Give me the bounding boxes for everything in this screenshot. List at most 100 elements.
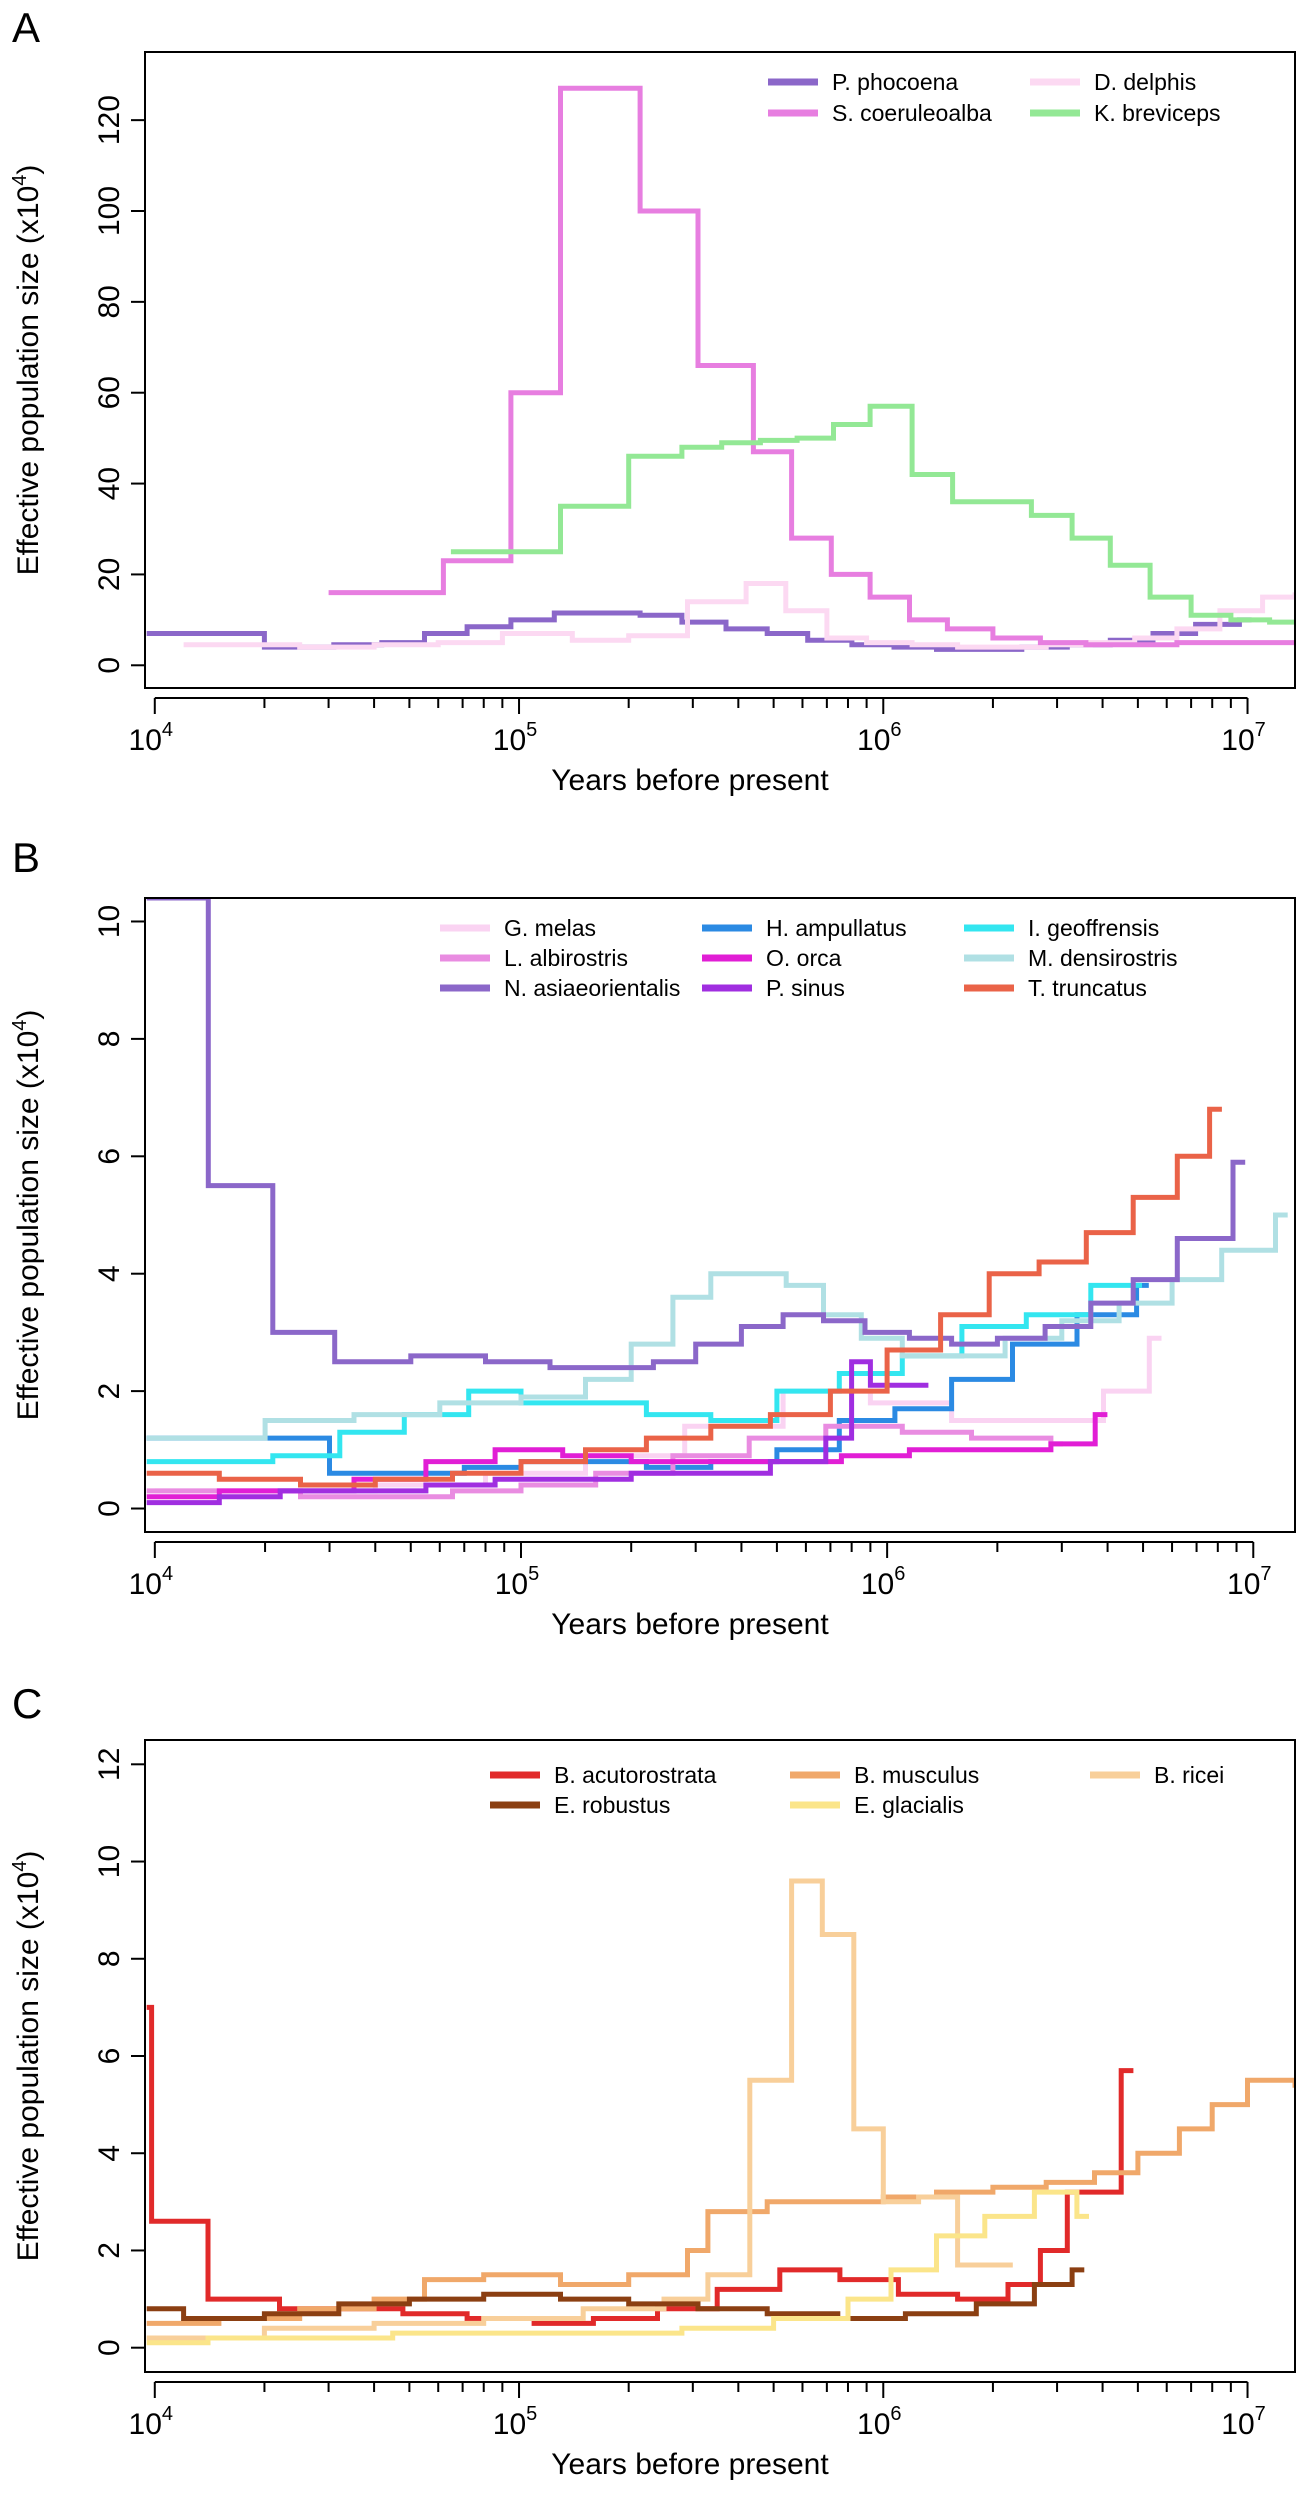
x-tick-exponent: 6 — [890, 2403, 901, 2425]
legend-label-s-coeruleoalba: S. coeruleoalba — [832, 100, 992, 126]
legend: P. phocoena D. delphis S. coeruleoalba K. b… — [768, 69, 1221, 126]
series-line-e-glacialis — [146, 2189, 1089, 2346]
y-tick-label: 10 — [93, 905, 126, 938]
y-axis-title-main: Effective population size (x10 — [12, 186, 45, 576]
y-tick-label: 80 — [93, 285, 126, 318]
x-tick-label: 106 — [861, 1563, 906, 1601]
y-tick-label: 8 — [93, 1950, 126, 1967]
y-axis-title-end: ) — [12, 1851, 45, 1861]
series-line-s-coeruleoalba — [328, 85, 1295, 648]
y-axis: 0 2 4 6 8 10 — [93, 905, 145, 1517]
y-tick-label: 2 — [93, 1383, 126, 1400]
x-tick-label: 107 — [1221, 719, 1266, 757]
x-tick-base: 10 — [857, 724, 890, 757]
x-tick-label: 106 — [857, 719, 902, 757]
y-axis-title: Effective population size (x104) — [9, 1010, 45, 1421]
x-axis: 104 105 106 107 — [129, 1541, 1272, 1601]
y-tick-label: 10 — [93, 1845, 126, 1878]
legend-label-n-asiaeorientalis: N. asiaeorientalis — [504, 975, 680, 1001]
series-line-n-asiaeorientalis — [146, 898, 1246, 1371]
x-tick-base: 10 — [1221, 724, 1254, 757]
x-tick-exponent: 4 — [162, 719, 173, 741]
y-tick-label: 0 — [93, 1500, 126, 1517]
x-tick-exponent: 7 — [1255, 719, 1266, 741]
legend-label-g-melas: G. melas — [504, 915, 596, 941]
legend-label-o-orca: O. orca — [766, 945, 842, 971]
x-tick-base: 10 — [857, 2408, 890, 2441]
x-tick-exponent: 5 — [526, 719, 537, 741]
x-tick-base: 10 — [129, 724, 162, 757]
legend-label-p-phocoena: P. phocoena — [832, 69, 958, 95]
y-tick-label: 12 — [93, 1748, 126, 1781]
y-axis-title-end: ) — [12, 165, 45, 175]
series-line-m-densirostris — [146, 1212, 1288, 1441]
x-tick-label: 105 — [493, 2403, 538, 2441]
y-tick-label: 120 — [93, 95, 126, 145]
series-line-p-sinus — [146, 1359, 929, 1506]
series-group — [146, 85, 1295, 652]
x-tick-exponent: 6 — [894, 1563, 905, 1585]
y-tick-label: 100 — [93, 186, 126, 236]
x-tick-label: 107 — [1221, 2403, 1266, 2441]
legend: G. melas H. ampullatus I. geoffrensis L. al… — [440, 915, 1178, 1001]
y-tick-label: 4 — [93, 2145, 126, 2162]
y-tick-label: 6 — [93, 2048, 126, 2065]
series-group — [146, 898, 1288, 1506]
legend-label-i-geoffrensis: I. geoffrensis — [1028, 915, 1159, 941]
panel-letter: A — [12, 4, 40, 51]
y-axis-title-main: Effective population size (x10 — [12, 1872, 45, 2262]
y-tick-label: 40 — [93, 467, 126, 500]
series-line-t-truncatus — [146, 1106, 1222, 1488]
x-tick-label: 106 — [857, 2403, 902, 2441]
series-line-i-geoffrensis — [146, 1282, 1142, 1465]
x-tick-exponent: 4 — [162, 2403, 173, 2425]
legend-label-k-breviceps: K. breviceps — [1094, 100, 1221, 126]
y-tick-label: 20 — [93, 558, 126, 591]
panel-letter: B — [12, 834, 40, 881]
y-tick-label: 4 — [93, 1265, 126, 1282]
legend-label-l-albirostris: L. albirostris — [504, 945, 628, 971]
plot-frame — [144, 897, 1296, 1533]
y-tick-label: 60 — [93, 376, 126, 409]
x-tick-label: 104 — [129, 2403, 174, 2441]
legend-label-e-robustus: E. robustus — [554, 1792, 670, 1818]
x-axis-title: Years before present — [551, 764, 829, 797]
x-tick-base: 10 — [1221, 2408, 1254, 2441]
y-axis-title: Effective population size (x104) — [9, 1851, 45, 2262]
x-tick-base: 10 — [129, 1568, 162, 1601]
x-tick-exponent: 5 — [526, 2403, 537, 2425]
legend-label-p-sinus: P. sinus — [766, 975, 845, 1001]
y-axis-title-exponent: 4 — [9, 175, 31, 186]
legend-label-b-acutorostrata: B. acutorostrata — [554, 1762, 717, 1788]
y-tick-label: 0 — [93, 2339, 126, 2356]
legend-label-t-truncatus: T. truncatus — [1028, 975, 1147, 1001]
series-line-l-albirostris — [146, 1423, 1064, 1500]
panel-letter: C — [12, 1680, 42, 1727]
x-tick-exponent: 5 — [528, 1563, 539, 1585]
series-line-k-breviceps — [450, 403, 1295, 625]
legend-label-m-densirostris: M. densirostris — [1028, 945, 1178, 971]
x-tick-exponent: 6 — [890, 719, 901, 741]
x-tick-base: 10 — [1227, 1568, 1260, 1601]
legend-label-e-glacialis: E. glacialis — [854, 1792, 964, 1818]
x-tick-base: 10 — [861, 1568, 894, 1601]
series-line-b-ricei — [146, 1878, 1013, 2341]
series-group — [146, 1878, 1295, 2346]
x-axis-title: Years before present — [551, 2448, 829, 2481]
x-tick-exponent: 7 — [1260, 1563, 1271, 1585]
series-line-d-delphis — [183, 581, 1295, 650]
legend-label-b-musculus: B. musculus — [854, 1762, 979, 1788]
y-axis-title-exponent: 4 — [9, 1020, 31, 1031]
x-tick-base: 10 — [495, 1568, 528, 1601]
y-axis: 0 20 40 60 80 100 120 — [93, 95, 145, 674]
x-tick-label: 107 — [1227, 1563, 1272, 1601]
x-tick-base: 10 — [129, 2408, 162, 2441]
x-tick-label: 104 — [129, 719, 174, 757]
plot-frame — [144, 51, 1296, 689]
x-axis: 104 105 106 107 — [129, 2381, 1266, 2441]
legend-label-b-ricei: B. ricei — [1154, 1762, 1224, 1788]
